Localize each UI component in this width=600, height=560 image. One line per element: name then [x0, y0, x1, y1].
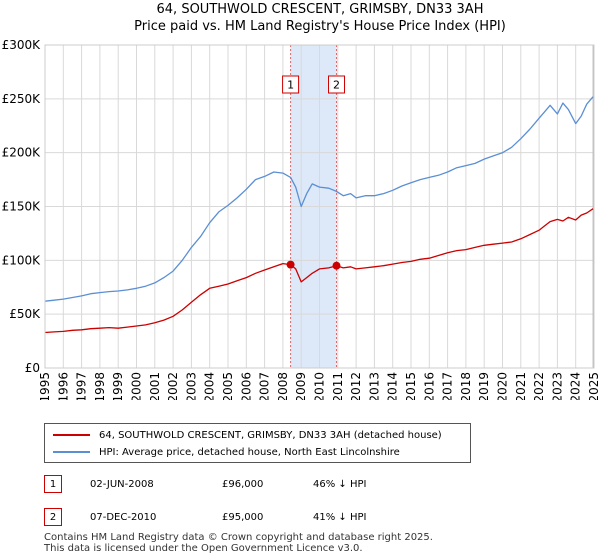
transaction-1-date: 02-JUN-2008: [90, 478, 154, 490]
x-tick-label-1995: 1995: [38, 372, 52, 400]
x-tick-label-2007: 2007: [258, 372, 272, 400]
legend-property-label: 64, SOUTHWOLD CRESCENT, GRIMSBY, DN33 3A…: [99, 429, 442, 441]
x-tick-label-2015: 2015: [404, 372, 418, 400]
sale-2-badge: [328, 75, 346, 94]
transaction-2-badge: 2: [44, 508, 62, 526]
x-tick-label-2019: 2019: [477, 372, 491, 400]
price-chart: £0 £50K £100K £150K £200K £250K £300K 1995 1996 1…: [2, 38, 600, 400]
transaction-1-badge: 1: [44, 475, 62, 493]
x-tick-label-2005: 2005: [221, 372, 235, 400]
x-tick-label-1999: 1999: [111, 372, 125, 400]
legend-entry-property: 64, SOUTHWOLD CRESCENT, GRIMSBY, DN33 3A…: [53, 427, 442, 443]
x-tick-label-2023: 2023: [550, 372, 564, 400]
y-tick-label-4: £200K: [2, 146, 42, 160]
chart-subtitle: Price paid vs. HM Land Registry's House …: [134, 19, 506, 34]
y-tick-label-2: £100K: [2, 253, 42, 267]
x-tick-label-2006: 2006: [239, 372, 253, 400]
hpi-line: [44, 96, 594, 302]
legend-entry-hpi: HPI: Average price, detached house, Nort…: [53, 444, 400, 460]
plot-border: [44, 44, 595, 369]
x-tick-label-2003: 2003: [184, 372, 198, 400]
x-tick-label-2016: 2016: [422, 372, 436, 400]
sale-2-badge-label: 2: [333, 79, 340, 92]
y-tick-label-1: £50K: [9, 307, 41, 321]
x-tick-label-2020: 2020: [496, 372, 510, 400]
transaction-1-hpi: 46% ↓ HPI: [313, 478, 367, 490]
transaction-2-date: 07-DEC-2010: [90, 511, 157, 523]
x-tick-label-2008: 2008: [276, 372, 290, 400]
property-price-line: [44, 208, 594, 334]
x-tick-label-2012: 2012: [349, 372, 363, 400]
sale-1-badge-label: 1: [287, 79, 294, 92]
x-tick-label-2009: 2009: [294, 372, 308, 400]
y-tick-label-3: £150K: [2, 200, 42, 214]
x-tick-label-2022: 2022: [532, 372, 546, 400]
x-tick-label-2002: 2002: [166, 372, 180, 400]
x-tick-label-1997: 1997: [75, 372, 89, 400]
transaction-2-hpi: 41% ↓ HPI: [313, 511, 367, 523]
legend-red-line-icon: [53, 434, 90, 436]
y-tick-label-0: £0: [25, 361, 40, 375]
legend-hpi-label: HPI: Average price, detached house, Nort…: [99, 446, 400, 458]
x-tick-label-2021: 2021: [514, 372, 528, 400]
legend-blue-line-icon: [53, 451, 90, 453]
x-tick-label-1996: 1996: [56, 372, 70, 400]
x-tick-label-2025: 2025: [587, 372, 600, 400]
x-tick-label-2001: 2001: [148, 372, 162, 400]
y-tick-label-6: £300K: [2, 38, 42, 52]
transaction-1-price: £96,000: [222, 478, 264, 490]
footer-copyright: Contains HM Land Registry data © Crown c…: [44, 532, 433, 543]
x-tick-label-2004: 2004: [203, 372, 217, 400]
x-tick-label-1998: 1998: [93, 372, 107, 400]
sale-2-point: [332, 261, 341, 270]
x-tick-label-2024: 2024: [569, 372, 583, 400]
x-tick-label-2014: 2014: [386, 372, 400, 400]
x-tick-label-2018: 2018: [459, 372, 473, 400]
x-tick-label-2011: 2011: [331, 372, 345, 400]
y-tick-label-5: £250K: [2, 92, 42, 106]
x-tick-label-2000: 2000: [130, 372, 144, 400]
x-tick-label-2013: 2013: [367, 372, 381, 400]
sale-1-point: [286, 260, 295, 269]
sale-1-badge: [282, 75, 300, 94]
x-tick-label-2010: 2010: [313, 372, 327, 400]
legend: 64, SOUTHWOLD CRESCENT, GRIMSBY, DN33 3A…: [44, 423, 471, 463]
transaction-2-price: £95,000: [222, 511, 264, 523]
x-tick-label-2017: 2017: [441, 372, 455, 400]
chart-title: 64, SOUTHWOLD CRESCENT, GRIMSBY, DN33 3A…: [156, 2, 484, 17]
footer-licence: This data is licensed under the Open Gov…: [44, 543, 363, 554]
